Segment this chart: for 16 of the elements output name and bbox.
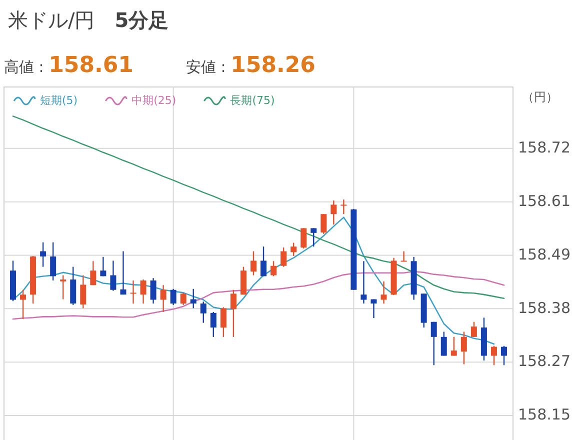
ytick: 158.15 (518, 406, 570, 424)
title: 米ドル/円 5分足 (8, 8, 169, 32)
legend-label: 長期(75) (230, 94, 275, 107)
ytick: 158.49 (518, 245, 570, 264)
legend-label: 短期(5) (40, 94, 78, 107)
ylabel: （円） (522, 90, 558, 104)
annotation: 安値 : 158.26 (186, 53, 316, 78)
ytick: 158.61 (518, 192, 570, 210)
annotation: 高値 : 158.61 (4, 53, 134, 78)
ytick: 158.38 (518, 298, 570, 317)
legend-item: 短期(5) (13, 94, 78, 107)
legend-item: 長期(75) (204, 94, 275, 107)
legend-label: 中期(25) (132, 94, 176, 107)
ytick: 158.27 (518, 352, 570, 370)
legend-item: 中期(25) (104, 94, 176, 107)
ytick: 158.72 (518, 138, 570, 157)
